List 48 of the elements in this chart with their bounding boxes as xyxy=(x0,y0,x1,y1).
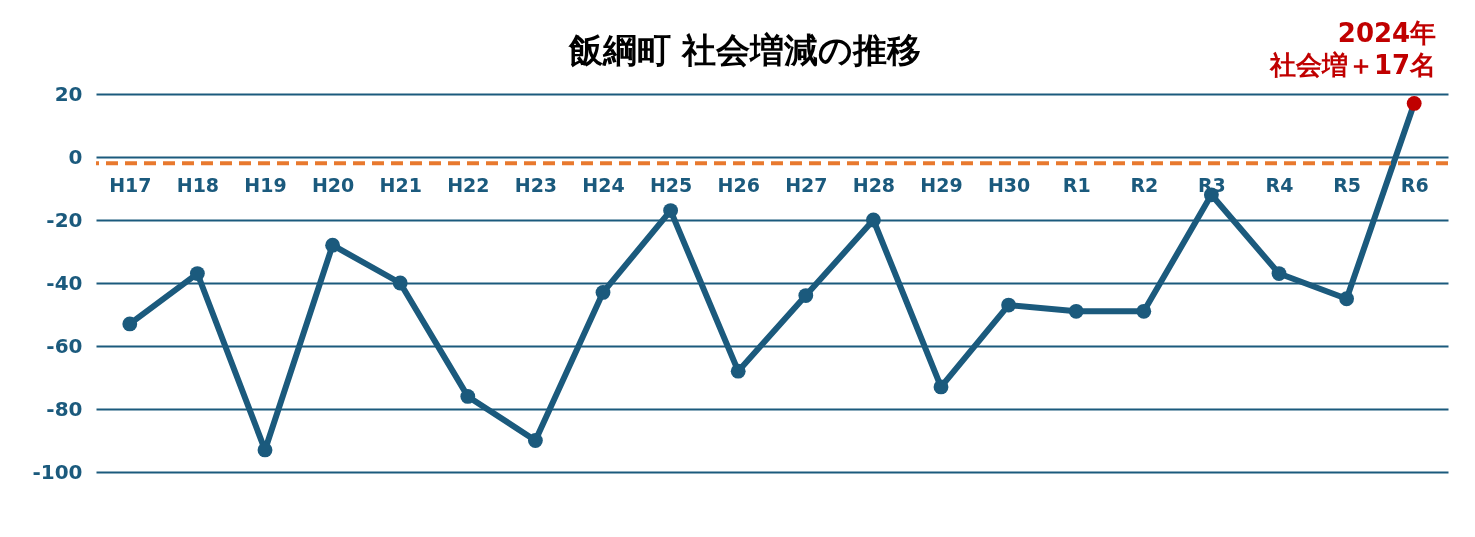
x-tick-label: R5 xyxy=(1333,173,1362,196)
y-tick-label: 0 xyxy=(68,144,83,169)
x-tick-label: H20 xyxy=(311,173,355,196)
y-tick-label: -60 xyxy=(46,333,83,358)
point xyxy=(122,316,138,332)
x-tick-label: H26 xyxy=(717,173,760,196)
point xyxy=(257,442,273,458)
x-tick-label: R6 xyxy=(1400,173,1429,196)
point xyxy=(527,433,543,448)
point xyxy=(798,288,814,303)
point xyxy=(1001,297,1017,313)
x-tick-label: H29 xyxy=(920,173,963,196)
x-tick-label: H24 xyxy=(582,173,625,196)
x-tick-label: H23 xyxy=(514,173,558,196)
point xyxy=(1271,266,1287,281)
point xyxy=(1406,96,1422,111)
point xyxy=(663,203,679,218)
y-tick-label: -40 xyxy=(46,270,83,295)
x-tick-label: R2 xyxy=(1130,173,1159,196)
x-tick-label: H17 xyxy=(109,173,152,196)
chart-title: 飯綱町 社会増減の推移 xyxy=(567,30,922,70)
x-tick-label: H27 xyxy=(785,173,828,196)
y-tick-label: -100 xyxy=(32,459,83,484)
x-tick-label: R4 xyxy=(1265,173,1294,196)
y-tick-label: -80 xyxy=(46,396,83,421)
point xyxy=(325,237,341,253)
point xyxy=(595,285,611,300)
annotation: 2024年 xyxy=(1337,18,1437,49)
x-tick-label: R1 xyxy=(1062,173,1091,196)
x-tick-label: H22 xyxy=(447,173,490,196)
point xyxy=(933,379,949,395)
point xyxy=(460,389,476,404)
x-tick-label: H19 xyxy=(244,173,287,196)
point xyxy=(865,212,881,228)
point xyxy=(1339,291,1355,307)
x-tick-label: H28 xyxy=(852,173,896,196)
point xyxy=(189,266,205,281)
x-tick-label: H25 xyxy=(649,173,693,196)
point xyxy=(1068,303,1084,319)
y-tick-label: 20 xyxy=(54,81,83,106)
annotation: 社会増＋17名 xyxy=(1269,50,1437,81)
x-tick-label: H30 xyxy=(987,173,1031,196)
x-tick-label: H21 xyxy=(379,173,422,196)
point xyxy=(1136,303,1152,319)
y-tick-label: -20 xyxy=(46,207,83,232)
point xyxy=(392,275,408,291)
point xyxy=(730,363,746,379)
x-tick-label: H18 xyxy=(176,173,220,196)
